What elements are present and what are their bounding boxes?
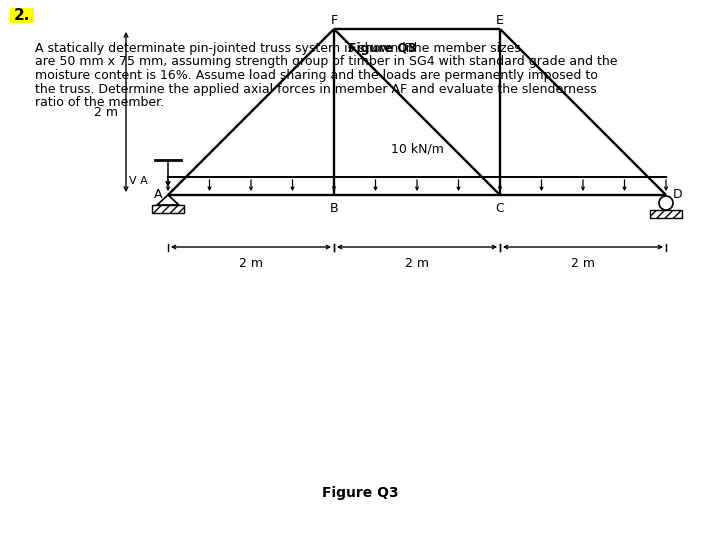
Text: are 50 mm x 75 mm, assuming strength group of timber in SG4 with standard grade : are 50 mm x 75 mm, assuming strength gro… — [35, 56, 618, 69]
Circle shape — [659, 196, 673, 210]
Polygon shape — [157, 195, 179, 205]
Text: 2 m: 2 m — [405, 257, 429, 270]
Text: F: F — [330, 14, 338, 26]
FancyBboxPatch shape — [10, 8, 34, 23]
Text: B: B — [330, 202, 338, 216]
Bar — [650, 210, 682, 218]
Text: Figure Q3: Figure Q3 — [348, 42, 417, 55]
Text: D: D — [673, 189, 683, 201]
Text: the truss. Determine the applied axial forces in member AF and evaluate the slen: the truss. Determine the applied axial f… — [35, 82, 597, 96]
Text: . The member sizes: . The member sizes — [398, 42, 521, 55]
Text: Figure Q3: Figure Q3 — [322, 486, 398, 500]
Text: A statically determinate pin-jointed truss system is shown in: A statically determinate pin-jointed tru… — [35, 42, 418, 55]
Text: 2 m: 2 m — [239, 257, 263, 270]
Text: 2 m: 2 m — [571, 257, 595, 270]
Text: ratio of the member.: ratio of the member. — [35, 96, 164, 109]
Text: C: C — [495, 202, 505, 216]
Bar — [152, 205, 184, 213]
Text: moisture content is 16%. Assume load sharing and the loads are permanently impos: moisture content is 16%. Assume load sha… — [35, 69, 598, 82]
Text: 2 m: 2 m — [94, 106, 118, 118]
Text: 2.: 2. — [14, 8, 30, 24]
Text: E: E — [496, 14, 504, 26]
Text: A: A — [154, 189, 162, 201]
Text: 10 kN/m: 10 kN/m — [390, 142, 444, 155]
Text: V A: V A — [130, 176, 148, 186]
